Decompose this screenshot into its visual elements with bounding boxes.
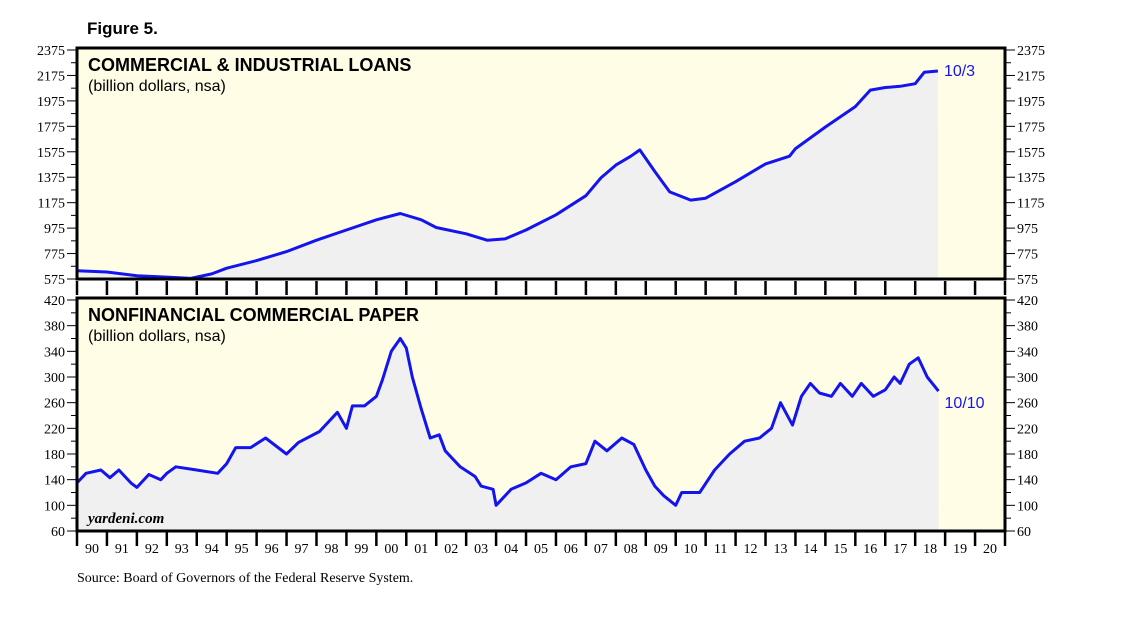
y-tick-label-right: 575	[1017, 273, 1038, 288]
x-tick-label: 00	[384, 542, 398, 557]
series-line	[76, 69, 939, 280]
x-tick-label: 11	[714, 542, 727, 557]
x-tick-label: 04	[504, 542, 518, 557]
x-tick-label: 92	[145, 542, 159, 557]
y-tick-label-right: 340	[1017, 345, 1038, 360]
y-tick-label-right: 2375	[1017, 44, 1045, 59]
x-tick-label: 08	[624, 542, 638, 557]
panel-2: NONFINANCIAL COMMERCIAL PAPER (billion do…	[44, 294, 1038, 540]
x-tick-label: 14	[803, 542, 817, 557]
x-tick-label: 01	[414, 542, 428, 557]
y-tick-label-right: 775	[1017, 248, 1038, 263]
x-tick-label: 02	[444, 542, 458, 557]
x-tick-label: 19	[953, 542, 967, 557]
x-tick-label: 96	[265, 542, 279, 557]
plot-frame	[75, 296, 1007, 533]
y-tick-label-right: 380	[1017, 320, 1038, 335]
watermark: yardeni.com	[86, 511, 164, 527]
y-tick-label-left: 2175	[37, 69, 65, 84]
x-tick-label: 99	[354, 542, 368, 557]
x-tick-label: 98	[324, 542, 338, 557]
end-date-label: 10/3	[944, 63, 975, 80]
y-tick-label-left: 575	[44, 273, 65, 288]
panel-subtitle: (billion dollars, nsa)	[88, 328, 226, 345]
x-tick-label: 17	[893, 542, 907, 557]
panel-1: COMMERCIAL & INDUSTRIAL LOANS (billion do…	[37, 44, 1045, 288]
x-tick-label: 16	[863, 542, 877, 557]
x-tick-label: 18	[923, 542, 937, 557]
panel-title: COMMERCIAL & INDUSTRIAL LOANS	[88, 55, 411, 75]
y-tick-label-left: 420	[44, 294, 65, 309]
panel-subtitle: (billion dollars, nsa)	[88, 78, 226, 95]
y-tick-label-right: 300	[1017, 371, 1038, 386]
panel-title: NONFINANCIAL COMMERCIAL PAPER	[88, 305, 419, 325]
end-date-label: 10/10	[945, 395, 985, 412]
y-tick-label-right: 180	[1017, 448, 1038, 463]
x-tick-label: 07	[594, 542, 608, 557]
y-tick-label-right: 420	[1017, 294, 1038, 309]
y-tick-label-left: 260	[44, 397, 65, 412]
x-tick-label: 03	[474, 542, 488, 557]
y-tick-label-right: 140	[1017, 474, 1038, 489]
plot-frame	[75, 46, 1007, 281]
y-tick-label-right: 1175	[1017, 197, 1044, 212]
x-tick-label: 12	[744, 542, 758, 557]
y-tick-label-right: 2175	[1017, 69, 1045, 84]
y-tick-label-right: 1575	[1017, 146, 1045, 161]
y-tick-label-right: 1975	[1017, 95, 1045, 110]
y-tick-label-right: 1775	[1017, 120, 1045, 135]
x-tick-label: 15	[833, 542, 847, 557]
x-tick-label: 09	[654, 542, 668, 557]
y-tick-label-right: 975	[1017, 222, 1038, 237]
y-tick-label-left: 100	[44, 499, 65, 514]
y-tick-label-left: 1175	[38, 197, 65, 212]
y-tick-label-left: 1775	[37, 120, 65, 135]
x-tick-label: 97	[295, 542, 309, 557]
x-tick-label: 93	[175, 542, 189, 557]
x-tick-label: 05	[534, 542, 548, 557]
y-tick-label-right: 260	[1017, 397, 1038, 412]
y-tick-label-left: 2375	[37, 44, 65, 59]
y-tick-label-right: 220	[1017, 422, 1038, 437]
y-tick-label-left: 380	[44, 320, 65, 335]
y-tick-label-right: 60	[1017, 525, 1031, 540]
x-tick-label: 95	[235, 542, 249, 557]
x-tick-label: 90	[85, 542, 99, 557]
x-tick-label: 91	[115, 542, 129, 557]
figure-title: Figure 5.	[87, 19, 158, 38]
x-tick-label: 20	[983, 542, 997, 557]
y-tick-label-left: 775	[44, 248, 65, 263]
series-line	[75, 337, 940, 507]
source-note: Source: Board of Governors of the Federa…	[77, 571, 414, 586]
y-tick-label-right: 1375	[1017, 171, 1045, 186]
series-area	[77, 338, 939, 531]
y-tick-label-left: 1975	[37, 95, 65, 110]
y-tick-label-left: 1375	[37, 171, 65, 186]
x-tick-label: 10	[684, 542, 698, 557]
y-tick-label-left: 340	[44, 345, 65, 360]
x-tick-label: 13	[773, 542, 787, 557]
y-tick-label-left: 140	[44, 474, 65, 489]
y-tick-label-left: 60	[51, 525, 65, 540]
x-tick-label: 94	[205, 542, 219, 557]
y-tick-label-left: 300	[44, 371, 65, 386]
y-tick-label-left: 180	[44, 448, 65, 463]
y-tick-label-left: 220	[44, 422, 65, 437]
y-tick-label-left: 1575	[37, 146, 65, 161]
y-tick-label-left: 975	[44, 222, 65, 237]
series-area	[77, 71, 938, 279]
y-tick-label-right: 100	[1017, 499, 1038, 514]
x-tick-label: 06	[564, 542, 578, 557]
